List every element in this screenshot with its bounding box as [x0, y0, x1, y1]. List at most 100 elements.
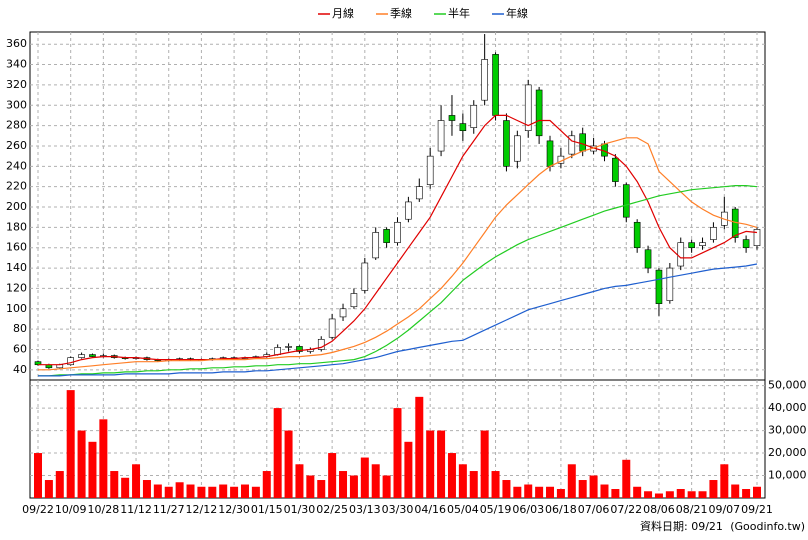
volume-bar — [328, 453, 337, 498]
x-tick-label: 08/06 — [643, 503, 675, 516]
volume-bar — [88, 441, 97, 498]
volume-bar — [709, 480, 718, 498]
volume-bar — [295, 464, 304, 498]
candle-body — [492, 54, 499, 116]
volume-bar — [132, 464, 141, 498]
ma-line — [38, 263, 758, 377]
volume-bar — [644, 491, 653, 498]
volume-bar — [469, 471, 478, 498]
volume-bar — [99, 419, 108, 498]
volume-bar — [77, 430, 86, 498]
volume-bar — [142, 480, 151, 498]
x-tick-label: 11/12 — [120, 503, 152, 516]
volume-bar — [524, 484, 533, 498]
y-tick-label: 140 — [6, 261, 27, 274]
y2-tick-label: 30,000 — [768, 424, 807, 437]
candle-body — [503, 120, 510, 167]
legend-label: 月線 — [332, 6, 354, 20]
y2-tick-label: 50,000 — [768, 379, 807, 392]
x-tick-label: 07/06 — [578, 503, 610, 516]
candle-body — [699, 242, 706, 246]
candle-body — [470, 104, 478, 128]
candle-body — [731, 208, 739, 238]
legend-label: 年線 — [506, 6, 528, 20]
volume-bar — [578, 480, 587, 498]
y-tick-label: 80 — [13, 322, 27, 335]
x-tick-label: 06/03 — [512, 503, 544, 516]
candle-body — [67, 357, 74, 366]
volume-bar — [622, 459, 631, 498]
volume-bar — [273, 408, 282, 498]
candle-body — [78, 354, 85, 358]
volume-bar — [121, 477, 130, 498]
volume-bar — [502, 480, 511, 498]
candle-body — [524, 84, 532, 132]
legend-label: 半年 — [448, 6, 470, 20]
y2-tick-label: 40,000 — [768, 401, 807, 414]
volume-bar — [164, 486, 173, 498]
volume-bar — [208, 486, 217, 498]
candle-body — [579, 133, 586, 152]
candle-body — [546, 140, 554, 167]
source: (Goodinfo.tw) — [730, 520, 805, 533]
y-tick-label: 240 — [6, 159, 27, 172]
volume-bar — [415, 396, 424, 498]
candle-body — [415, 186, 423, 200]
candle-body — [688, 242, 695, 249]
candle-body — [426, 155, 434, 185]
volume-bar — [447, 453, 456, 498]
volume-bar — [633, 486, 642, 498]
candle-body — [328, 318, 336, 338]
x-tick-label: 09/21 — [741, 503, 773, 516]
volume-bar — [556, 489, 565, 498]
x-tick-label: 05/04 — [447, 503, 479, 516]
volume-bar — [567, 464, 576, 498]
candle-body — [633, 221, 641, 249]
legend-label: 季線 — [390, 6, 412, 20]
candle-body — [612, 157, 619, 182]
y-tick-label: 40 — [13, 363, 27, 376]
volume-bar — [665, 491, 674, 498]
x-tick-label: 12/12 — [186, 503, 218, 516]
volume-bar — [676, 489, 685, 498]
candle-body — [644, 249, 652, 269]
candle-body — [535, 89, 543, 137]
volume-bar — [55, 471, 64, 498]
candle-body — [459, 123, 467, 132]
candle-body — [405, 201, 412, 220]
volume-bar — [34, 453, 42, 498]
x-tick-label: 12/30 — [218, 503, 250, 516]
x-tick-label: 01/30 — [284, 503, 316, 516]
candle-body — [89, 354, 96, 357]
volume-bar — [240, 484, 249, 498]
volume-bar — [44, 480, 53, 498]
x-tick-label: 11/27 — [153, 503, 185, 516]
x-tick-label: 08/21 — [676, 503, 708, 516]
x-tick-label: 07/22 — [610, 503, 642, 516]
x-tick-label: 01/15 — [251, 503, 283, 516]
volume-bar — [110, 471, 119, 498]
volume-bar — [426, 430, 435, 498]
candle-body — [296, 346, 303, 352]
volume-bar — [600, 484, 609, 498]
y2-tick-label: 20,000 — [768, 446, 807, 459]
volume-bar — [339, 471, 348, 498]
y-tick-label: 340 — [6, 58, 27, 71]
volume-bar — [546, 486, 555, 498]
y-tick-label: 300 — [6, 98, 27, 111]
volume-bar — [513, 486, 522, 498]
volume-bar — [262, 471, 271, 498]
x-tick-label: 02/25 — [316, 503, 348, 516]
y-tick-label: 280 — [6, 119, 27, 132]
candle-body — [666, 267, 674, 301]
candle-body — [753, 229, 761, 246]
y-tick-label: 320 — [6, 78, 27, 91]
ma-line — [38, 114, 758, 366]
candle-body — [274, 347, 281, 355]
volume-bar — [360, 457, 369, 498]
footnote: 資料日期: 09/21 — [640, 519, 723, 533]
x-tick-label: 09/22 — [22, 503, 54, 516]
y-tick-label: 200 — [6, 200, 27, 213]
